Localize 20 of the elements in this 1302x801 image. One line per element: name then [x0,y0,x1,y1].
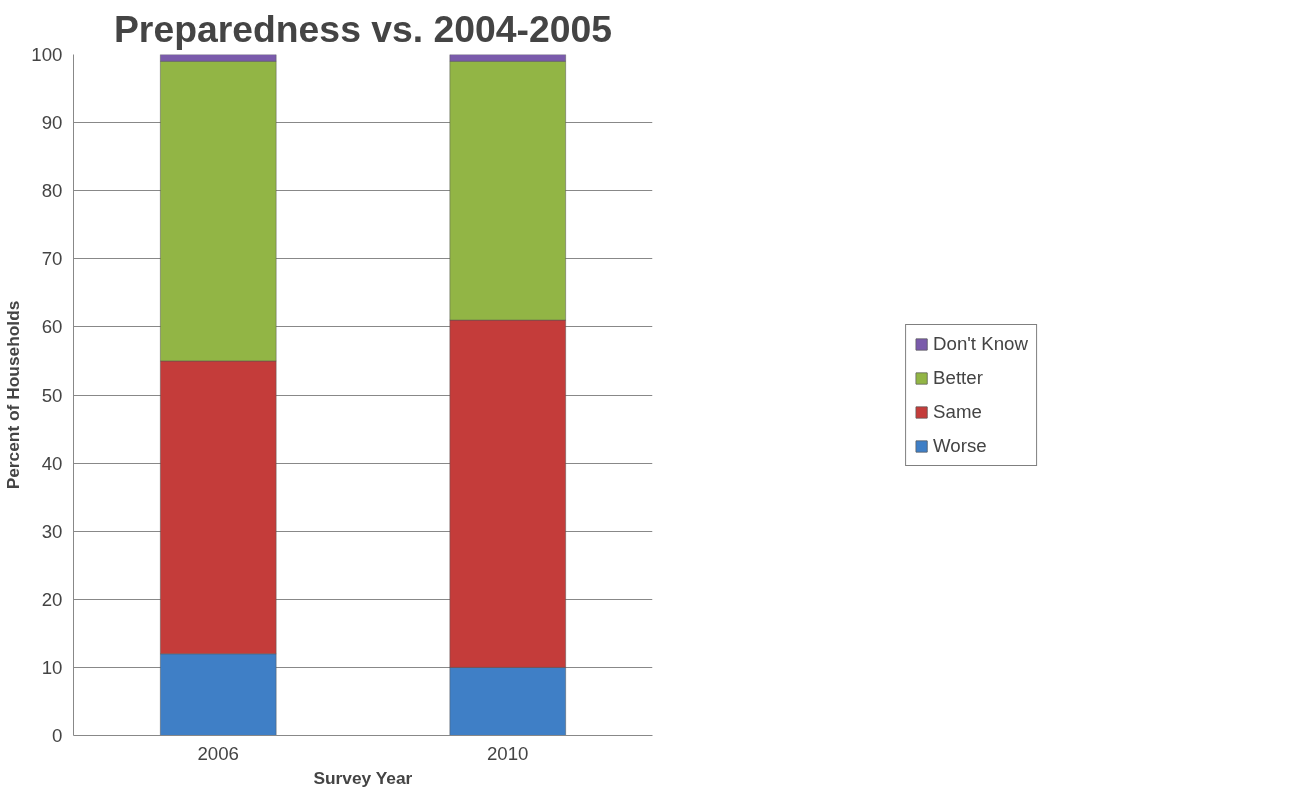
y-tick-label: 70 [41,248,63,270]
x-tick-label: 2010 [487,742,529,764]
y-tick-label: 0 [52,725,63,746]
y-tick-label: 100 [31,44,63,65]
x-tick-label: 2006 [197,742,240,764]
chart-title: Preparedness vs. 2004-2005 [113,7,613,50]
x-axis-title: Survey Year [313,767,413,788]
legend-label: Better [933,366,983,389]
legend-label: Worse [933,434,987,457]
y-tick-label: 90 [41,112,63,134]
y-tick-label: 80 [41,180,63,202]
legend-label: Don't Know [933,332,1028,355]
legend-label: Same [933,400,982,423]
y-tick-label: 40 [41,452,63,474]
y-tick-label: 60 [41,316,63,338]
y-tick-label: 20 [41,588,63,610]
y-tick-label: 10 [41,656,63,678]
y-tick-label: 30 [41,520,63,542]
y-tick-label: 50 [41,384,63,406]
y-axis-title: Percent of Households [3,300,24,490]
